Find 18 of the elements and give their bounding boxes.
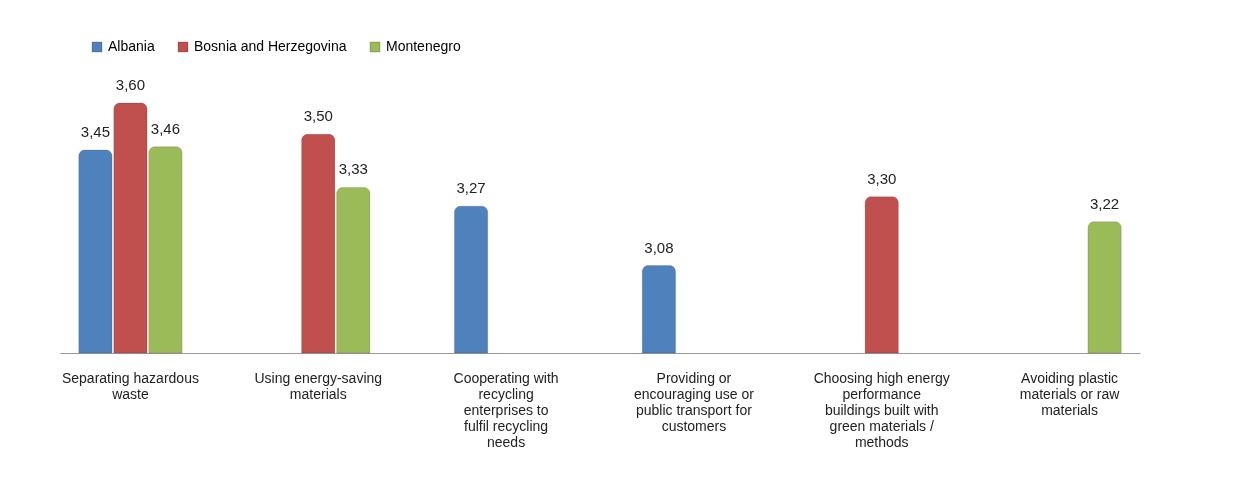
data-label: 3,46 [150, 119, 181, 137]
data-label: 3,30 [867, 169, 897, 187]
data-label: 3,22 [1089, 194, 1120, 212]
x-tick-label: Providing or encouraging use or public transport for customers [633, 369, 755, 434]
x-tick-label: Choosing high energy performance buildings built with green materials / methods [813, 369, 950, 450]
x-tick-label: Avoiding plastic materials or raw materials [1019, 369, 1121, 418]
data-label: 3,45 [80, 122, 111, 140]
x-tick-label: Separating hazardous waste [61, 369, 199, 402]
x-tick-label: Using energy-saving materials [254, 369, 383, 402]
data-label: 3,33 [338, 160, 368, 178]
data-label: 3,27 [456, 179, 486, 197]
data-label: 3,08 [644, 238, 674, 256]
data-label: 3,60 [115, 76, 146, 93]
legend-label: Bosnia and Herzegovina [194, 38, 347, 54]
x-tick-label: Cooperating with recycling enterprises to fulfil recycling needs [453, 369, 559, 450]
legend-label: Montenegro [386, 38, 461, 54]
legend-label: Albania [108, 38, 155, 54]
data-label: 3,50 [303, 107, 333, 125]
